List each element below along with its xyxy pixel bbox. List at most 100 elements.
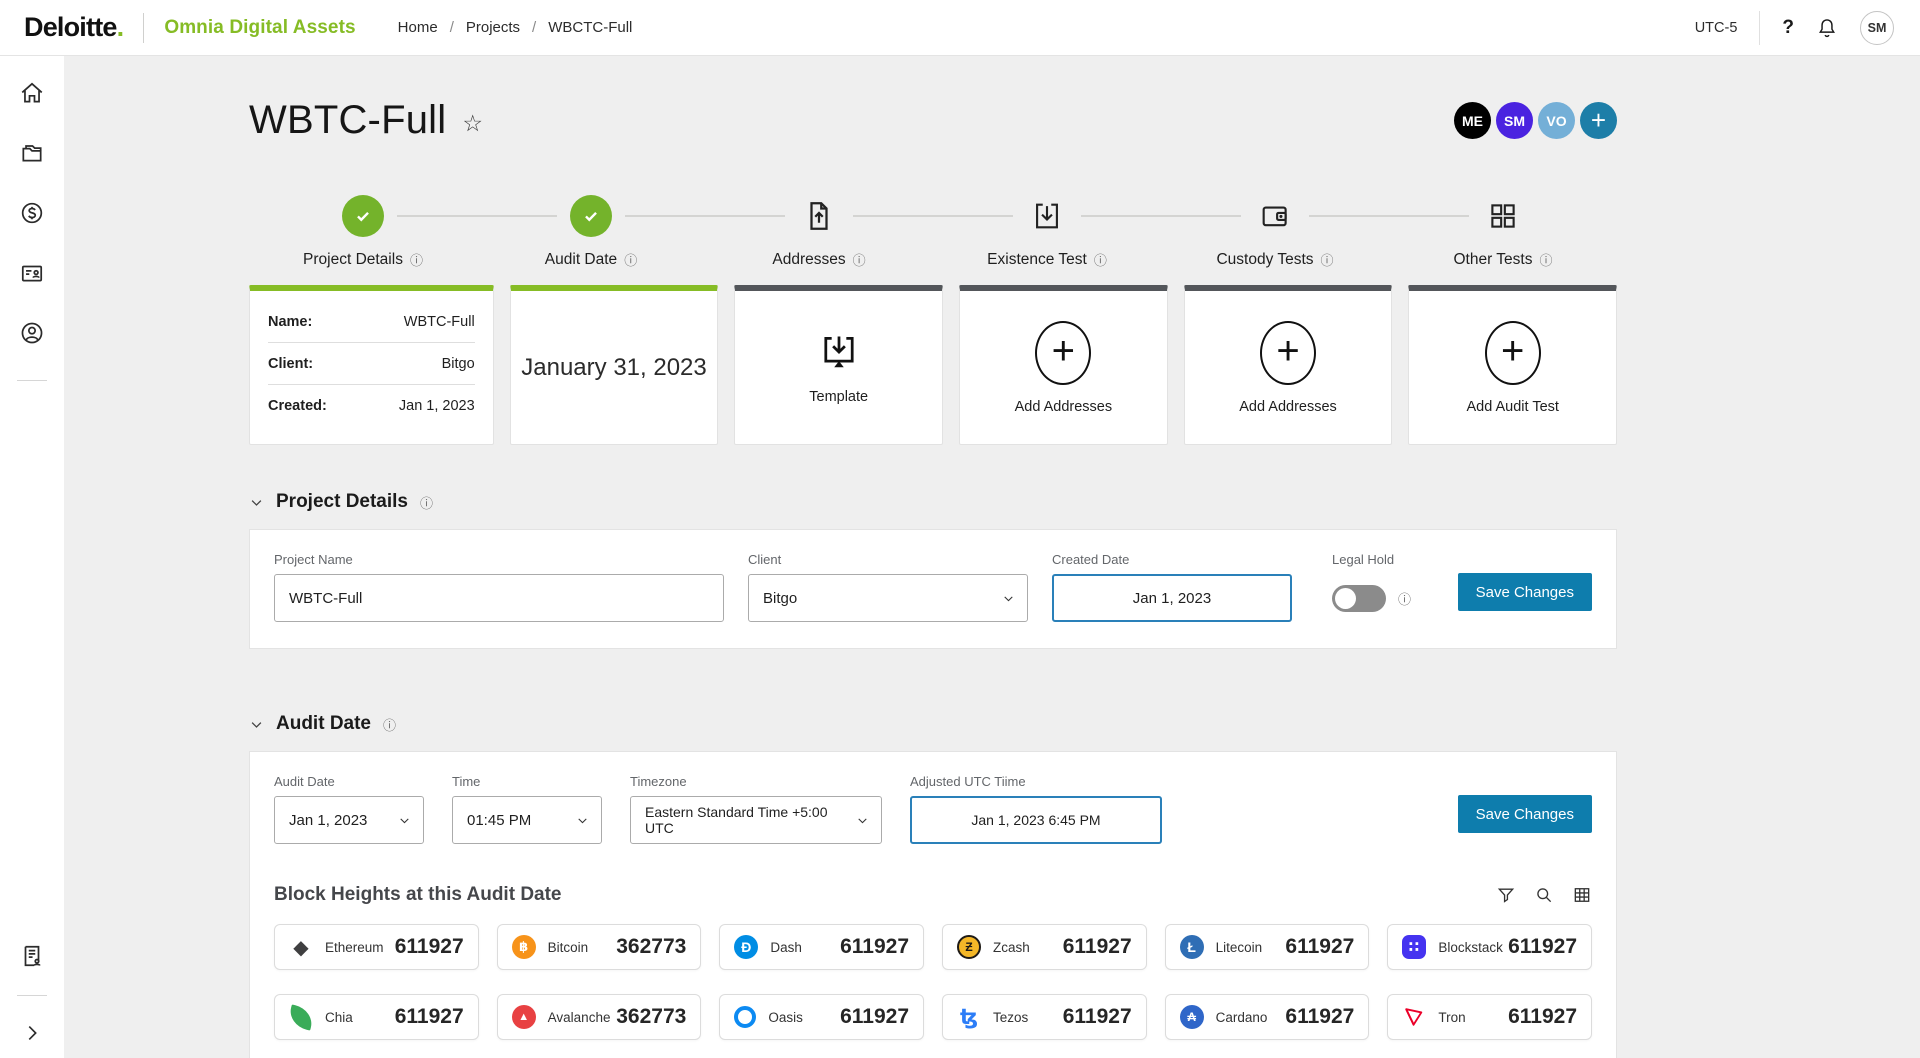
row-label: Client: <box>268 355 314 372</box>
coin-chip-tezos[interactable]: ꜩ Tezos 611927 <box>942 994 1147 1040</box>
created-date-input[interactable]: Jan 1, 2023 <box>1052 574 1292 622</box>
collapse-chevron-icon[interactable] <box>249 495 264 510</box>
coin-chip-tron[interactable]: Tron 611927 <box>1387 994 1592 1040</box>
audit-date-value: January 31, 2023 <box>521 353 707 381</box>
coin-chip-chia[interactable]: Chia 611927 <box>274 994 479 1040</box>
notifications-bell-icon[interactable] <box>1816 17 1838 39</box>
info-icon[interactable]: ⓘ <box>852 253 866 268</box>
step-project-details[interactable]: Project Details ⓘ <box>249 195 557 269</box>
coin-chip-bitcoin[interactable]: ฿ Bitcoin 362773 <box>496 924 702 970</box>
audit-date-select[interactable]: Jan 1, 2023 <box>274 796 424 844</box>
field-label: Adjusted UTC Tiime <box>910 774 1026 789</box>
tezos-icon: ꜩ <box>959 1005 978 1029</box>
add-collaborator-button[interactable]: + <box>1580 102 1617 139</box>
info-icon[interactable]: ⓘ <box>1398 591 1412 607</box>
coin-chip-oasis[interactable]: Oasis 611927 <box>719 994 924 1040</box>
box-download-icon <box>1026 195 1068 237</box>
step-addresses[interactable]: Addresses ⓘ <box>705 195 1013 269</box>
blockstack-icon: ∷ <box>1402 935 1427 959</box>
account-person-icon[interactable] <box>19 320 45 346</box>
coin-chip-ethereum[interactable]: ◆ Ethereum 611927 <box>274 924 479 970</box>
home-icon[interactable] <box>19 80 45 106</box>
step-label: Audit Date <box>544 250 618 268</box>
audit-date-section-header: Audit Date ⓘ <box>249 713 1617 735</box>
coin-chip-avalanche[interactable]: ▲ Avalanche 362773 <box>496 994 702 1040</box>
collapse-chevron-icon[interactable] <box>249 717 264 732</box>
collaborator-avatars: ME SM VO + <box>1454 102 1617 139</box>
card-label: Add Audit Test <box>1466 398 1559 415</box>
avatar-vo[interactable]: VO <box>1538 102 1575 139</box>
adjusted-utc-time-input[interactable]: Jan 1, 2023 6:45 PM <box>910 796 1162 844</box>
coin-name: Tezos <box>993 1009 1029 1025</box>
breadcrumb-home[interactable]: Home <box>397 19 438 36</box>
check-circle-icon <box>570 195 612 237</box>
coin-chip-zcash[interactable]: Ƶ Zcash 611927 <box>942 924 1147 970</box>
block-height-value: 611927 <box>1508 1005 1577 1028</box>
field-label: Time <box>452 774 481 789</box>
time-select[interactable]: 01:45 PM <box>452 796 602 844</box>
chevron-down-icon <box>1002 592 1015 605</box>
avatar-me[interactable]: ME <box>1454 102 1491 139</box>
assets-dollar-icon[interactable] <box>19 200 45 226</box>
add-audit-test-card[interactable]: + Add Audit Test <box>1408 285 1618 445</box>
check-circle-icon <box>342 195 384 237</box>
step-label: Project Details <box>303 250 403 268</box>
sidebar-expand-chevron-icon[interactable] <box>21 1022 43 1044</box>
wallet-icon <box>1254 195 1296 237</box>
step-other-tests[interactable]: Other Tests ⓘ <box>1389 195 1617 269</box>
filter-icon[interactable] <box>1496 885 1516 905</box>
sidebar <box>0 56 64 1058</box>
card-label: Add Addresses <box>1239 398 1337 415</box>
table-view-icon[interactable] <box>1572 885 1592 905</box>
block-height-value: 611927 <box>394 1005 464 1028</box>
user-avatar[interactable]: SM <box>1860 10 1894 45</box>
project-name-input[interactable]: WBTC-Full <box>274 574 724 622</box>
info-icon[interactable]: ⓘ <box>420 495 434 511</box>
avatar-sm[interactable]: SM <box>1496 102 1533 139</box>
coin-chip-cardano[interactable]: ₳ Cardano 611927 <box>1164 994 1370 1040</box>
timezone-selector[interactable]: UTC-5 <box>1694 19 1738 36</box>
top-bar: Deloitte. Omnia Digital Assets Home / Pr… <box>0 0 1920 56</box>
row-value: Jan 1, 2023 <box>398 398 475 414</box>
field-label: Project Name <box>274 552 353 567</box>
info-icon[interactable]: ⓘ <box>1539 253 1553 268</box>
info-icon[interactable]: ⓘ <box>1093 253 1107 268</box>
breadcrumb-projects[interactable]: Projects <box>465 19 521 36</box>
audit-log-icon[interactable] <box>19 943 45 969</box>
legal-hold-toggle[interactable] <box>1332 584 1386 612</box>
search-icon[interactable] <box>1534 885 1554 905</box>
add-addresses-custody-card[interactable]: + Add Addresses <box>1183 285 1393 445</box>
info-icon[interactable]: ⓘ <box>624 253 638 268</box>
addresses-template-card[interactable]: Template <box>734 285 944 445</box>
field-label: Audit Date <box>274 774 335 789</box>
info-icon[interactable]: ⓘ <box>409 253 423 268</box>
chia-leaf-icon <box>286 1003 316 1031</box>
favorite-star-icon[interactable]: ☆ <box>462 110 483 136</box>
save-changes-button[interactable]: Save Changes <box>1457 573 1592 611</box>
step-custody-tests[interactable]: Custody Tests ⓘ <box>1161 195 1469 269</box>
client-select[interactable]: Bitgo <box>748 574 1028 622</box>
step-existence-test[interactable]: Existence Test ⓘ <box>933 195 1241 269</box>
id-card-icon[interactable] <box>19 260 45 286</box>
coin-name: Oasis <box>768 1009 803 1025</box>
block-height-value: 611927 <box>394 935 464 958</box>
grid-icon <box>1482 195 1524 237</box>
timezone-select[interactable]: Eastern Standard Time +5:00 UTC <box>630 796 882 844</box>
main-content: WBTC-Full ☆ ME SM VO + Project Details ⓘ <box>64 56 1920 1058</box>
step-label: Custody Tests <box>1216 250 1314 268</box>
save-changes-button[interactable]: Save Changes <box>1457 795 1592 833</box>
field-label: Created Date <box>1052 552 1130 567</box>
plus-circle-icon: + <box>1260 320 1317 385</box>
info-icon[interactable]: ⓘ <box>1320 253 1334 268</box>
add-addresses-existence-card[interactable]: + Add Addresses <box>959 285 1168 445</box>
step-audit-date[interactable]: Audit Date ⓘ <box>477 195 785 269</box>
coin-chip-blockstack[interactable]: ∷ Blockstack 611927 <box>1387 924 1592 970</box>
coin-chip-dash[interactable]: Ð Dash 611927 <box>719 924 924 970</box>
card-label: Template <box>809 388 869 405</box>
projects-folder-icon[interactable] <box>19 140 45 166</box>
help-icon[interactable]: ? <box>1782 16 1794 38</box>
info-icon[interactable]: ⓘ <box>383 717 397 733</box>
coin-name: Chia <box>325 1009 353 1025</box>
audit-date-panel: Audit Date Jan 1, 2023 Time 01:45 PM Tim… <box>249 751 1617 1058</box>
coin-chip-litecoin[interactable]: Ł Litecoin 611927 <box>1164 924 1370 970</box>
